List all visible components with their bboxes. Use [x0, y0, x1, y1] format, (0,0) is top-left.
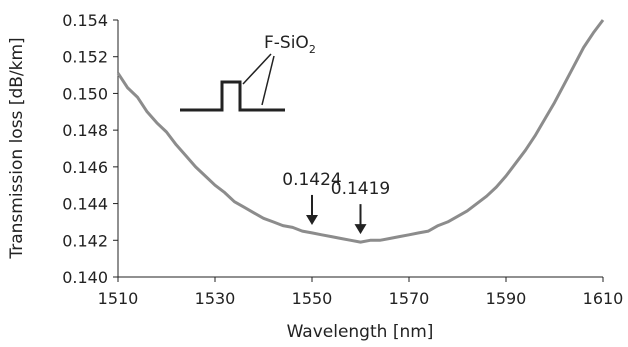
- index-profile-inset: F-SiO2: [180, 33, 316, 112]
- y-tick-label: 0.148: [62, 121, 108, 140]
- x-tick-label: 1610: [583, 289, 624, 308]
- y-tick-label: 0.152: [62, 48, 108, 67]
- inset-leader-line-right: [261, 55, 275, 106]
- inset-label: F-SiO2: [264, 33, 316, 56]
- y-tick-label: 0.144: [62, 195, 108, 214]
- y-tick-label: 0.142: [62, 231, 108, 250]
- x-axis-label: Wavelength [nm]: [287, 322, 434, 342]
- y-tick-group: 0.140 0.142 0.144 0.146 0.148 0.150 0.152 0.154: [62, 11, 118, 287]
- annotation-arrow-head: [306, 214, 318, 225]
- x-tick-label: 1530: [195, 289, 236, 308]
- index-profile-step: [180, 80, 285, 112]
- y-tick-label: 0.150: [62, 84, 108, 103]
- y-tick-label: 0.140: [62, 268, 108, 287]
- x-tick-label: 1510: [98, 289, 139, 308]
- y-axis-label: Transmission loss [dB/km]: [7, 37, 27, 259]
- x-tick-label: 1550: [292, 289, 333, 308]
- annotation-label: 0.1419: [331, 179, 390, 199]
- annotation-label: 0.1424: [282, 170, 341, 190]
- annotation-arrow-head: [354, 224, 367, 235]
- x-tick-label: 1570: [389, 289, 430, 308]
- inset-label-subscript: 2: [309, 43, 316, 56]
- series-line: [116, 19, 605, 244]
- x-tick-label: 1590: [486, 289, 527, 308]
- x-tick-group: 1510 1530 1550 1570 1590 1610: [98, 277, 624, 308]
- inset-leader-line-left: [242, 53, 272, 85]
- y-tick-label: 0.154: [62, 11, 108, 30]
- y-tick-label: 0.146: [62, 158, 108, 177]
